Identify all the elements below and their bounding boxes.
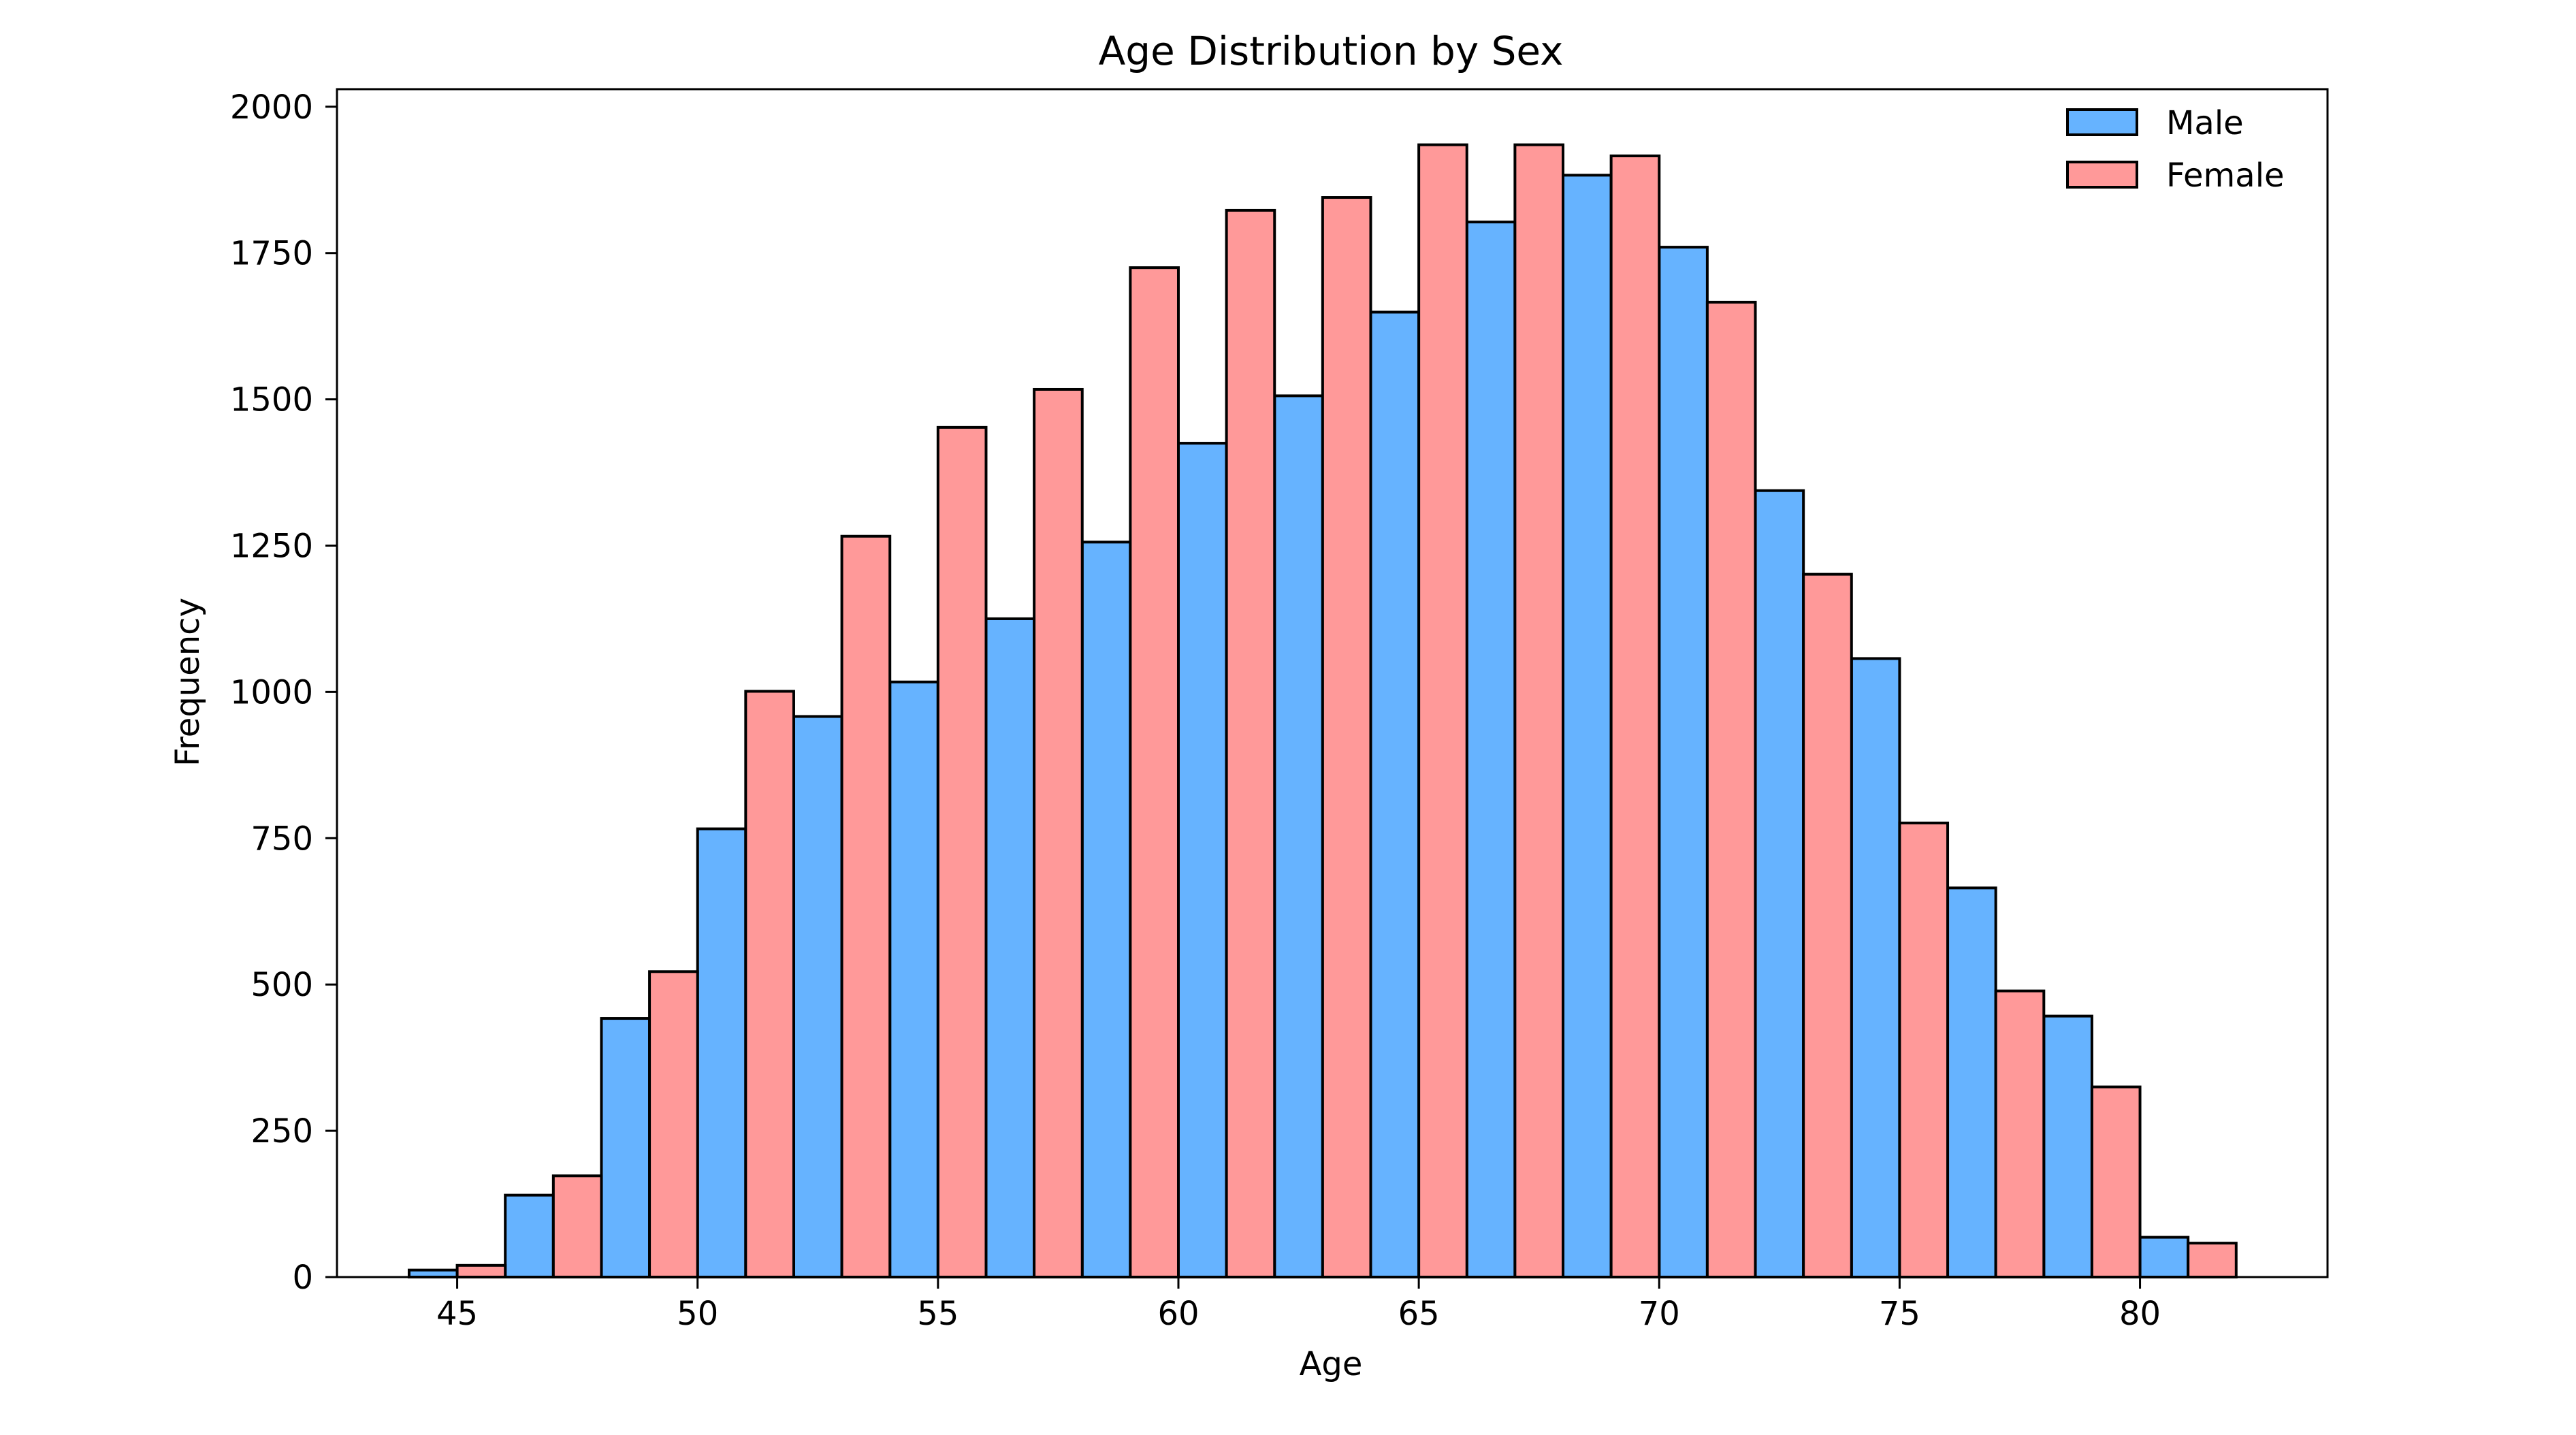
legend[interactable]: Male Female [2066, 104, 2285, 195]
bar-female-46 [551, 1174, 603, 1279]
x-tick-label-50: 50 [677, 1295, 718, 1333]
bar-female-70 [1705, 300, 1757, 1278]
y-tick-label-750: 750 [251, 820, 313, 858]
y-tick-label-0: 0 [292, 1259, 313, 1297]
bar-male-68 [1562, 174, 1613, 1278]
x-tick-label-65: 65 [1398, 1295, 1440, 1333]
chart-title: Age Distribution by Sex [1099, 28, 1564, 74]
y-tick-label-250: 250 [251, 1112, 313, 1150]
x-axis: 45 50 55 60 65 70 75 80 [436, 1277, 2161, 1333]
bar-male-78 [2042, 1014, 2093, 1278]
bar-female-66 [1513, 143, 1565, 1278]
y-tick-label-1250: 1250 [230, 527, 313, 565]
bar-male-48 [600, 1017, 651, 1279]
bar-female-52 [840, 534, 892, 1278]
bar-male-52 [792, 715, 843, 1278]
x-tick-label-80: 80 [2119, 1295, 2161, 1333]
bar-male-46 [504, 1193, 555, 1279]
plot-frame [336, 88, 2329, 1278]
x-tick-label-70: 70 [1639, 1295, 1680, 1333]
bar-female-56 [1033, 387, 1084, 1278]
bar-female-62 [1321, 196, 1372, 1278]
bar-female-64 [1417, 143, 1468, 1278]
bar-female-50 [744, 690, 795, 1278]
bar-female-74 [1898, 821, 1950, 1278]
y-tick-label-1000: 1000 [230, 673, 313, 711]
bar-female-44 [455, 1263, 507, 1279]
x-tick-label-60: 60 [1157, 1295, 1199, 1333]
bar-male-66 [1465, 221, 1517, 1278]
bar-male-76 [1946, 886, 1997, 1278]
x-tick-label-45: 45 [436, 1295, 478, 1333]
bar-female-68 [1609, 155, 1661, 1278]
y-axis-title: Frequency [169, 598, 207, 767]
bar-male-50 [696, 827, 747, 1279]
bar-female-72 [1802, 573, 1853, 1278]
bar-female-76 [1994, 989, 2046, 1279]
x-tick-label-55: 55 [917, 1295, 959, 1333]
x-axis-title: Age [1300, 1345, 1363, 1383]
legend-swatch-female [2066, 161, 2138, 189]
bar-male-64 [1369, 310, 1421, 1278]
bar-female-80 [2187, 1242, 2238, 1279]
bar-male-80 [2138, 1236, 2190, 1279]
bar-male-70 [1658, 246, 1709, 1279]
bar-male-58 [1080, 541, 1132, 1279]
y-axis: 0 250 500 750 1000 1250 1500 1750 2000 [230, 88, 337, 1297]
y-tick-label-2000: 2000 [230, 88, 313, 127]
legend-swatch-male [2066, 108, 2138, 136]
bar-male-60 [1176, 442, 1228, 1278]
bar-female-78 [2090, 1085, 2142, 1278]
bar-female-54 [936, 425, 988, 1278]
bar-male-74 [1850, 657, 1901, 1278]
bar-male-62 [1273, 394, 1324, 1278]
x-tick-label-75: 75 [1879, 1295, 1920, 1333]
bar-male-56 [984, 617, 1036, 1278]
legend-label-male: Male [2166, 104, 2244, 142]
y-tick-label-1500: 1500 [230, 381, 313, 419]
bar-male-72 [1754, 489, 1805, 1279]
legend-label-female: Female [2166, 157, 2285, 195]
bar-male-44 [407, 1268, 459, 1279]
bar-male-54 [888, 680, 939, 1278]
y-tick-label-500: 500 [251, 966, 313, 1004]
bars-layer [407, 143, 2238, 1279]
y-tick-label-1750: 1750 [230, 235, 313, 273]
bar-female-58 [1129, 266, 1180, 1278]
bar-female-60 [1225, 208, 1276, 1279]
bar-female-48 [648, 970, 699, 1279]
